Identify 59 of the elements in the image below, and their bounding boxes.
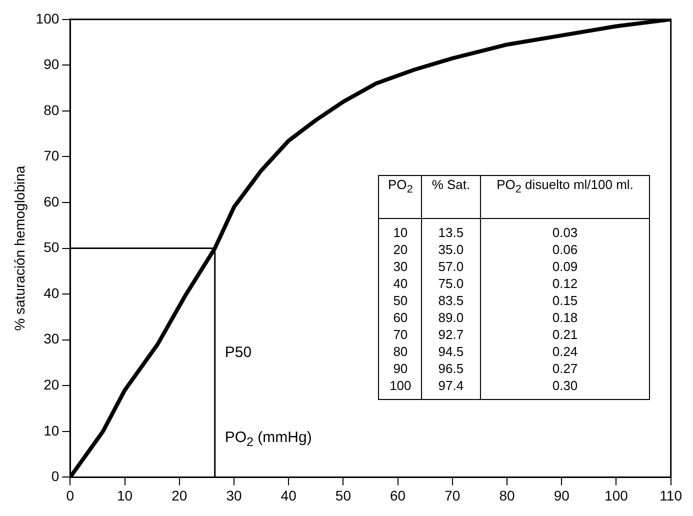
annotation: PO$_{2}$ <box>388 177 413 196</box>
y-axis-title: % saturación hemoglobina <box>11 166 28 331</box>
annotation: 60 <box>393 310 408 326</box>
annotation: 0.12 <box>552 276 578 292</box>
annotation: 100 <box>390 378 412 394</box>
y-tick-label: 40 <box>44 284 60 301</box>
y-tick-label: 80 <box>44 102 60 118</box>
ref-line-label: P50 <box>224 344 252 361</box>
y-tick-label: 10 <box>44 422 60 438</box>
annotation: 70 <box>393 327 408 342</box>
y-tick-label: 0 <box>51 468 60 484</box>
annotation: 0.30 <box>552 378 578 394</box>
annotation: 0.27 <box>552 361 578 376</box>
x-tick-label: 60 <box>390 487 406 504</box>
annotation: 94.5 <box>438 344 464 360</box>
annotation: 97.4 <box>438 378 464 394</box>
x-tick-label: 30 <box>226 487 242 504</box>
annotation: 80 <box>393 344 408 360</box>
x-tick-label: 70 <box>444 487 460 504</box>
y-tick-label: 60 <box>44 193 60 210</box>
annotation: % Sat. <box>432 177 470 192</box>
x-tick-label: 0 <box>66 487 74 504</box>
y-tick-label: 30 <box>44 330 60 347</box>
y-tick-label: 20 <box>44 376 60 392</box>
annotation: 96.5 <box>438 361 464 376</box>
annotation: 10 <box>393 225 408 240</box>
annotation: 0.18 <box>552 310 578 326</box>
annotation: 92.7 <box>438 327 464 342</box>
annotation: 83.5 <box>438 293 464 308</box>
x-tick-label: 90 <box>554 487 570 504</box>
annotation: 30 <box>393 259 408 274</box>
annotation: 0.24 <box>552 344 578 360</box>
annotation: 75.0 <box>438 276 464 292</box>
x-tick-label: 10 <box>116 487 133 504</box>
annotation: 90 <box>393 361 408 376</box>
x-tick-label: 50 <box>335 487 352 504</box>
x-axis-title: PO$_{2}$ (mmHg) <box>224 429 312 450</box>
x-tick-label: 40 <box>280 487 297 504</box>
x-tick-label: 20 <box>172 487 188 504</box>
annotation: PO$_{2}$ disuelto ml/100 ml. <box>496 177 634 196</box>
x-tick-label: 100 <box>604 487 628 504</box>
annotation: 0.15 <box>552 293 578 308</box>
annotation: 0.09 <box>552 259 578 274</box>
x-tick-label: 80 <box>499 487 516 504</box>
annotation: 57.0 <box>438 259 464 274</box>
annotation: 0.06 <box>552 242 578 258</box>
x-tick-label: 110 <box>660 487 682 504</box>
y-tick-label: 70 <box>44 148 60 164</box>
y-tick-label: 50 <box>44 239 60 256</box>
annotation: 20 <box>393 242 408 258</box>
annotation: 0.03 <box>552 225 578 240</box>
annotation: 35.0 <box>438 242 464 258</box>
annotation: 13.5 <box>438 225 464 240</box>
annotation: 50 <box>393 293 408 308</box>
annotation: 89.0 <box>438 310 464 326</box>
annotation: 0.21 <box>552 327 578 342</box>
y-tick-label: 90 <box>44 56 60 72</box>
y-tick-label: 100 <box>36 10 60 26</box>
annotation: 40 <box>393 276 408 292</box>
